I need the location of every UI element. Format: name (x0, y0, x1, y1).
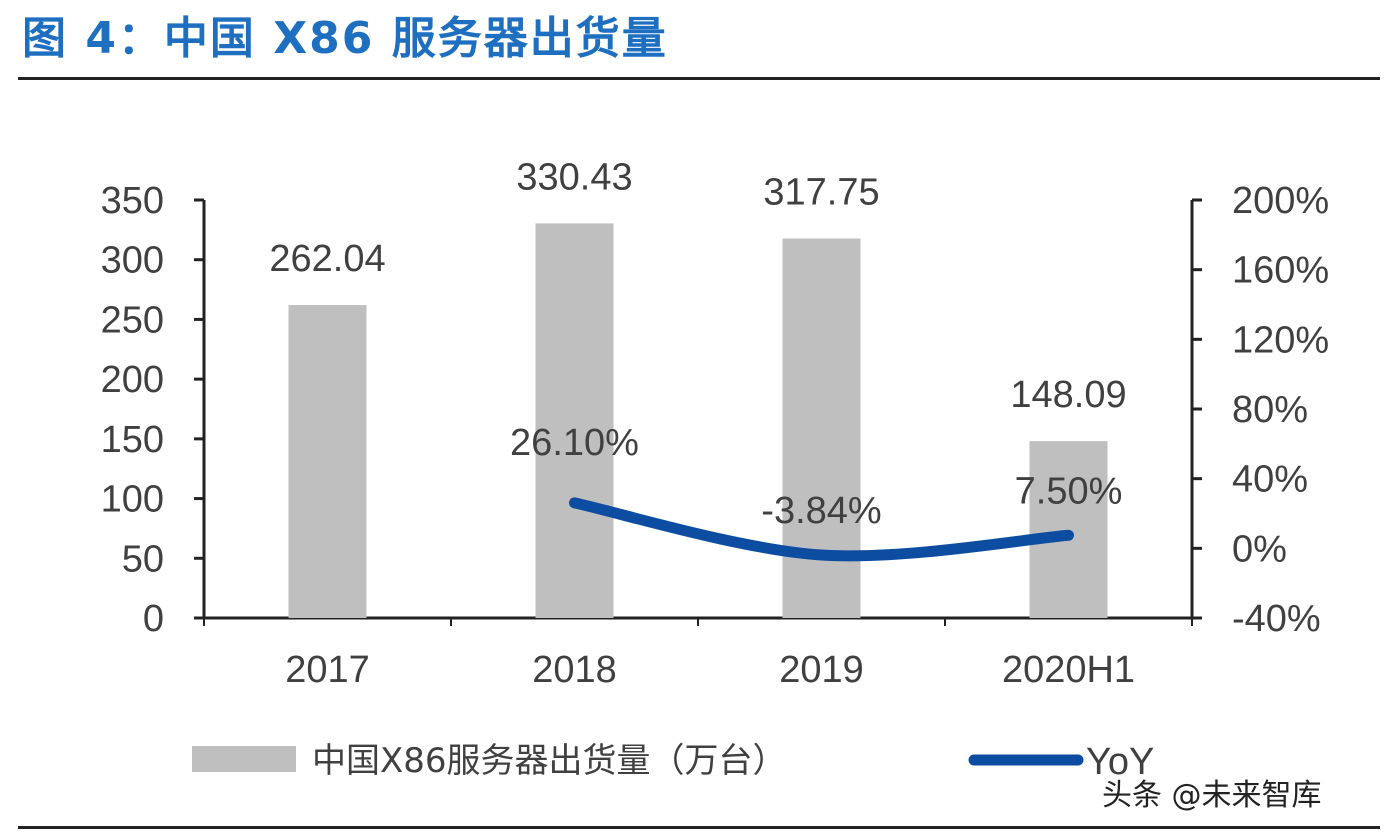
legend-label-bar: 中国X86服务器出货量（万台） (312, 741, 787, 781)
bar-data-label: 317.75 (763, 172, 879, 214)
bar (288, 305, 367, 618)
watermark: 头条 @未来智库 (1102, 778, 1322, 813)
yoy-point (1067, 534, 1070, 537)
yoy-point (820, 554, 823, 557)
category-label: 2020H1 (1002, 649, 1135, 691)
legend-swatch-bar (192, 746, 296, 772)
right-tick-label: -40% (1232, 598, 1321, 640)
yoy-point (573, 501, 576, 504)
legend-label-line: YoY (1086, 741, 1154, 783)
left-tick-label: 50 (122, 538, 164, 580)
left-tick-label: 250 (101, 299, 164, 341)
legend: 中国X86服务器出货量（万台） YoY (192, 741, 1154, 783)
title-divider (18, 77, 1380, 80)
right-tick-label: 120% (1232, 319, 1329, 361)
bar-series (288, 223, 1108, 618)
category-label: 2018 (532, 649, 617, 691)
yoy-data-labels: 26.10% -3.84% 7.50% (510, 422, 1122, 532)
bar-data-labels: 262.04 330.43 317.75 148.09 (269, 156, 1126, 416)
right-axis-ticks: -40% 0% 40% 80% 120% 160% 200% (1192, 180, 1329, 640)
bar-data-label: 262.04 (269, 238, 385, 280)
yoy-series (569, 497, 1074, 562)
category-label: 2017 (285, 649, 370, 691)
right-tick-label: 160% (1232, 250, 1329, 292)
left-axis-ticks: 0 50 100 150 200 250 300 350 (101, 180, 204, 640)
category-label: 2019 (779, 649, 864, 691)
yoy-data-label: -3.84% (761, 490, 881, 532)
left-tick-label: 100 (101, 479, 164, 521)
left-tick-label: 350 (101, 180, 164, 222)
right-tick-label: 40% (1232, 459, 1308, 501)
left-tick-label: 150 (101, 419, 164, 461)
bar (535, 223, 614, 618)
left-tick-label: 300 (101, 240, 164, 282)
bar-data-label: 148.09 (1010, 374, 1126, 416)
category-axis-labels: 2017 2018 2019 2020H1 (203, 618, 1193, 691)
bar (1029, 441, 1108, 618)
yoy-data-label: 7.50% (1015, 470, 1123, 512)
left-tick-label: 0 (143, 598, 164, 640)
bar-data-label: 330.43 (516, 156, 632, 198)
right-tick-label: 200% (1232, 180, 1329, 222)
bottom-divider (18, 826, 1380, 829)
right-tick-label: 0% (1232, 528, 1287, 570)
yoy-data-label: 26.10% (510, 422, 639, 464)
right-tick-label: 80% (1232, 389, 1308, 431)
left-tick-label: 200 (101, 359, 164, 401)
figure-title: 图 4：中国 X86 服务器出货量 (22, 13, 668, 64)
